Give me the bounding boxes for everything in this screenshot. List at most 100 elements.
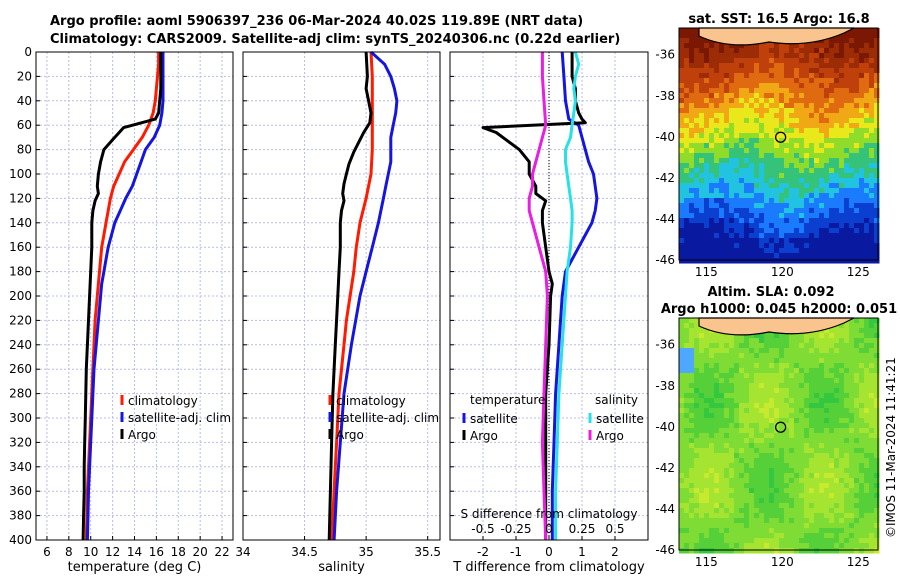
map-y-tick-label: -38	[655, 379, 675, 393]
legend-label: Argo	[596, 429, 624, 443]
y-tick-label: 300	[9, 411, 32, 425]
x-tick-label: 14	[127, 545, 142, 559]
y-tick-label: 400	[9, 533, 32, 547]
x-tick-label: 2	[611, 545, 619, 559]
y-tick-label: 80	[17, 143, 32, 157]
y-tick-label: 100	[9, 167, 32, 181]
panel-difference-profile: -2 -1 0 1 2T difference from climatology temp…	[449, 51, 649, 575]
s-tick-label: -0.25	[500, 522, 531, 536]
legend-title-salinity: salinity	[595, 393, 638, 407]
sla-map-subtitle: Argo h1000: 0.045 h2000: 0.051	[661, 302, 897, 317]
x-tick-label: 10	[83, 545, 98, 559]
x-tick-label: 16	[149, 545, 164, 559]
y-tick-label: 220	[9, 313, 32, 327]
x-tick-label: 1	[578, 545, 586, 559]
argo-location-marker	[774, 131, 787, 143]
map-y-tick-label: -42	[655, 461, 675, 475]
argo-location-marker	[774, 421, 787, 433]
y-tick-label: 360	[9, 484, 32, 498]
series-line-satellite-adj-clim	[332, 50, 399, 541]
y-tick-label: 380	[9, 509, 32, 523]
y-tick-label: 340	[9, 460, 32, 474]
map-y-tick-label: -36	[655, 338, 675, 352]
map-y-tick-label: -36	[655, 48, 675, 62]
map-y-tick-label: -38	[655, 89, 675, 103]
header-line-2: Climatology: CARS2009. Satellite-adj cli…	[50, 32, 621, 47]
y-tick-label: 160	[9, 240, 32, 254]
series-line-s-argo	[527, 52, 549, 541]
map-cells	[679, 28, 880, 264]
x-tick-label: -1	[510, 545, 522, 559]
map-y-tick-label: -40	[655, 130, 675, 144]
x-axis-label: T difference from climatology	[452, 560, 645, 575]
series-line-satellite-adj-clim	[85, 52, 165, 541]
x-tick-label: -2	[477, 545, 489, 559]
map-y-tick-label: -46	[655, 253, 675, 267]
legend-label: satellite	[470, 412, 518, 426]
map-y-tick-label: -46	[655, 543, 675, 557]
x-tick-label: 34.5	[291, 545, 318, 559]
panel-temperature-profile: 0 20 40 60 80 100 120 140 160 180 200 220 240 260 280 3…	[9, 45, 234, 575]
legend-label: climatology	[336, 394, 406, 408]
copyright-stamp: ©IMOS 11-Mar-2024 11:41:21	[884, 357, 898, 538]
x-tick-label: 6	[43, 545, 51, 559]
s-axis-label: S difference from climatology	[461, 507, 638, 521]
y-tick-label: 260	[9, 362, 32, 376]
y-tick-label: 60	[17, 118, 32, 132]
x-tick-label: 34	[235, 545, 250, 559]
s-tick-label: 0.5	[605, 522, 624, 536]
sla-map-title: Altim. SLA: 0.092	[708, 285, 835, 300]
copyright-stamp-text: ©IMOS 11-Mar-2024 11:41:21	[884, 357, 898, 538]
map-x-tick-label: 120	[771, 555, 794, 569]
y-tick-label: 140	[9, 216, 32, 230]
y-tick-label: 240	[9, 338, 32, 352]
map-y-tick-label: -44	[655, 212, 675, 226]
series-line-argo	[81, 52, 163, 541]
map-x-tick-label: 120	[771, 265, 794, 279]
map-sla-map: -36 -38 -40 -42 -44 -46 115 120 125	[655, 317, 880, 569]
map-x-tick-label: 115	[695, 265, 718, 279]
y-tick-label: 20	[17, 69, 32, 83]
land-mass	[698, 27, 855, 46]
legend-label: Argo	[128, 428, 156, 442]
x-tick-label: 35	[358, 545, 373, 559]
map-cells	[679, 318, 880, 554]
x-axis-label: salinity	[318, 560, 365, 575]
map-y-tick-label: -40	[655, 420, 675, 434]
y-tick-label: 180	[9, 265, 32, 279]
legend-label: climatology	[128, 394, 198, 408]
x-tick-label: 35.5	[414, 545, 441, 559]
legend-label: Argo	[336, 428, 364, 442]
y-tick-label: 0	[24, 45, 32, 59]
legend-label: Argo	[470, 429, 498, 443]
y-tick-label: 40	[17, 94, 32, 108]
map-y-tick-label: -42	[655, 171, 675, 185]
y-tick-label: 120	[9, 191, 32, 205]
series-line-climatology	[330, 51, 374, 541]
map-sst-map: -36 -38 -40 -42 -44 -46 115 120 125	[655, 27, 880, 279]
panel-salinity-profile: 34 34.5 35 35.5 salinity climatology satellite…	[235, 50, 441, 575]
series-line-s-satellite	[554, 51, 581, 540]
sst-map-title: sat. SST: 16.5 Argo: 16.8	[688, 12, 869, 27]
x-tick-label: 12	[105, 545, 120, 559]
x-tick-label: 18	[171, 545, 186, 559]
y-tick-label: 200	[9, 289, 32, 303]
legend-label: satellite-adj. clim	[336, 411, 439, 425]
s-tick-label: 0.25	[569, 522, 596, 536]
x-tick-label: 22	[214, 545, 229, 559]
y-tick-label: 280	[9, 387, 32, 401]
y-tick-label: 320	[9, 435, 32, 449]
x-axis-label: temperature (deg C)	[68, 560, 202, 575]
land-mass	[698, 317, 855, 336]
s-tick-label: -0.5	[471, 522, 494, 536]
map-x-tick-label: 125	[847, 555, 870, 569]
header-line-1: Argo profile: aoml 5906397_236 06-Mar-20…	[50, 14, 584, 29]
s-tick-label: 0	[545, 522, 553, 536]
map-frame	[678, 27, 879, 261]
series-line-argo	[327, 51, 373, 541]
map-x-tick-label: 115	[695, 555, 718, 569]
x-tick-label: 8	[65, 545, 73, 559]
map-x-tick-label: 125	[847, 265, 870, 279]
legend-label: satellite-adj. clim	[128, 411, 231, 425]
